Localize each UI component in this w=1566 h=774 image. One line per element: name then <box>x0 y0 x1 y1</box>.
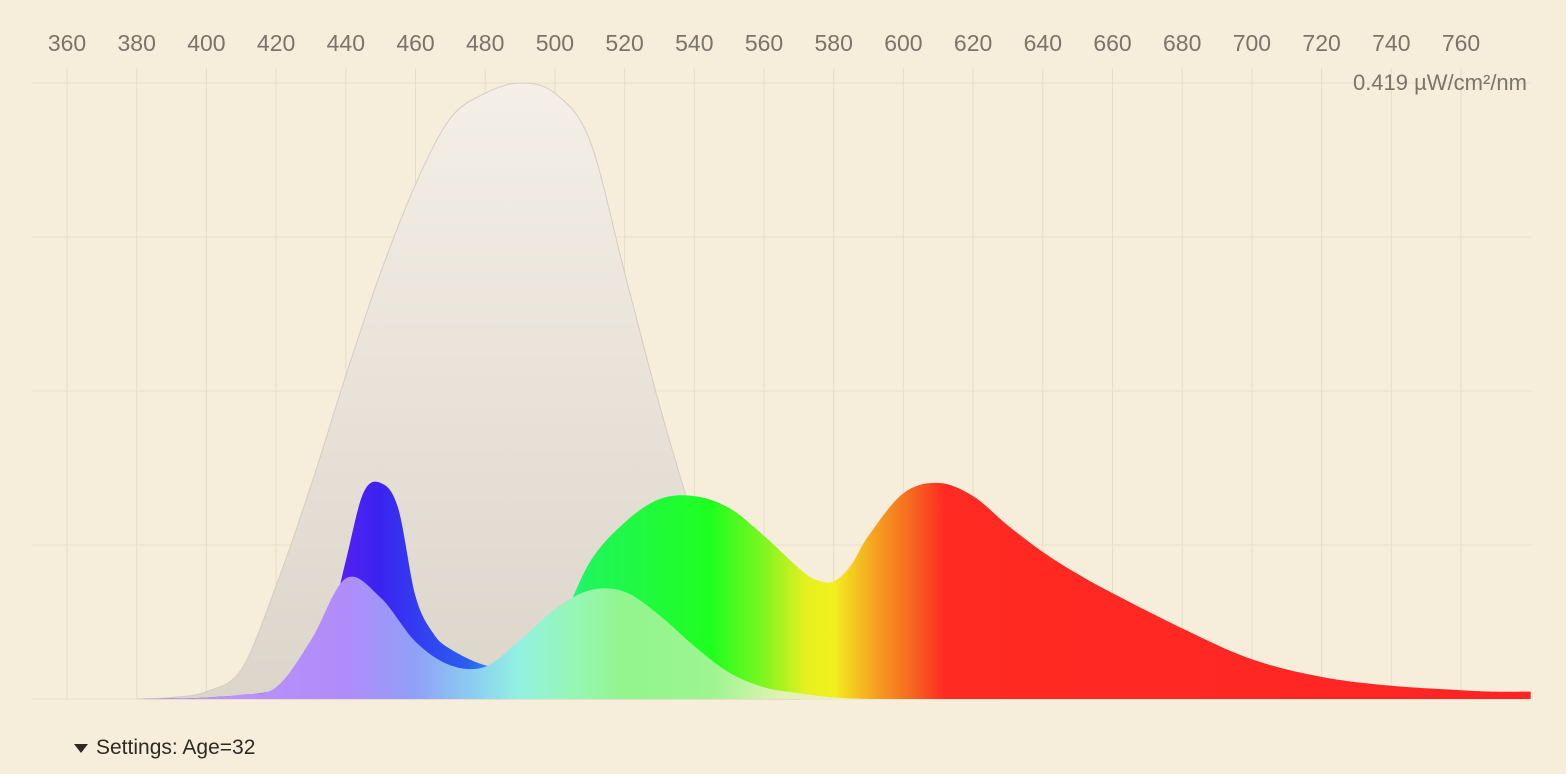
x-tick-label: 460 <box>396 30 434 56</box>
x-tick-label: 680 <box>1163 30 1201 56</box>
x-tick-label: 760 <box>1442 30 1480 56</box>
x-tick-label: 660 <box>1093 30 1131 56</box>
x-tick-label: 580 <box>815 30 853 56</box>
series-area-pastel <box>171 576 869 699</box>
x-tick-label: 560 <box>745 30 783 56</box>
spectrum-chart: 360 380 400 420 440 460 480 500 520 540 560 580 600 6… <box>32 30 1532 700</box>
x-tick-label: 500 <box>536 30 574 56</box>
series-areas <box>136 82 1531 700</box>
settings-toggle[interactable]: Settings: Age=32 <box>74 734 255 762</box>
x-tick-label: 620 <box>954 30 992 56</box>
x-tick-label: 440 <box>327 30 365 56</box>
spectrum-chart-svg: 360 380 400 420 440 460 480 500 520 540 560 580 600 6… <box>32 30 1532 700</box>
x-tick-label: 480 <box>466 30 504 56</box>
x-tick-label: 740 <box>1372 30 1410 56</box>
y-max-label: 0.419 µW/cm²/nm <box>1353 70 1527 95</box>
x-tick-label: 640 <box>1024 30 1062 56</box>
settings-label: Settings: Age=32 <box>96 736 256 759</box>
x-tick-label: 600 <box>884 30 922 56</box>
disclosure-triangle-icon <box>74 743 88 753</box>
x-tick-labels: 360 380 400 420 440 460 480 500 520 540 560 580 600 6… <box>48 30 1480 56</box>
x-tick-label: 360 <box>48 30 86 56</box>
x-tick-label: 420 <box>257 30 295 56</box>
x-tick-label: 540 <box>675 30 713 56</box>
x-tick-label: 400 <box>187 30 225 56</box>
series-area-spectrum <box>136 481 1531 699</box>
x-tick-label: 520 <box>605 30 643 56</box>
x-tick-label: 380 <box>118 30 156 56</box>
x-tick-label: 700 <box>1233 30 1271 56</box>
x-tick-label: 720 <box>1302 30 1340 56</box>
